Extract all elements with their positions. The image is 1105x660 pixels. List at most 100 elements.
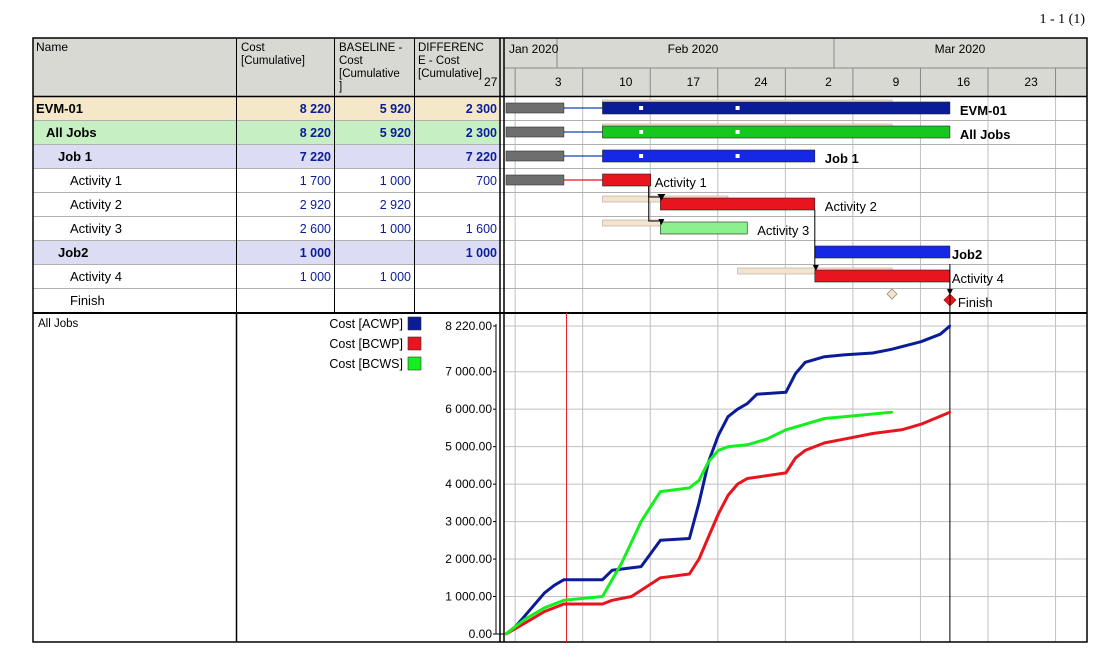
chart-y-tick-label: 5 000.00 — [445, 440, 492, 454]
column-header-difference: [Cumulative] — [418, 68, 482, 80]
chart-data-point — [784, 471, 788, 475]
row-cost-value: 8 220 — [300, 126, 331, 140]
row-name: Activity 1 — [70, 173, 122, 188]
row-name: Job 1 — [58, 149, 92, 164]
timescale-week: 24 — [754, 75, 768, 89]
row-difference-value: 2 300 — [466, 102, 497, 116]
column-header-baseline: [Cumulative — [339, 68, 400, 80]
chart-y-tick-label: 0.00 — [469, 627, 493, 641]
chart-data-point — [562, 599, 566, 602]
row-baseline-value: 1 000 — [380, 270, 411, 284]
chart-y-tick-label: 8 220.00 — [445, 319, 492, 333]
gantt-task-label: Job 1 — [825, 151, 859, 166]
timescale-week: 9 — [893, 75, 900, 89]
chart-data-point — [717, 512, 720, 516]
gantt-baseline-milestone — [886, 288, 898, 300]
chart-y-tick-label: 6 000.00 — [445, 402, 492, 416]
chart-data-point — [688, 486, 691, 490]
chart-legend-label: Cost [BCWS] — [329, 357, 403, 371]
gantt-actual-bar — [505, 174, 565, 186]
row-difference-value: 2 300 — [466, 126, 497, 140]
row-name: Finish — [70, 293, 105, 308]
chart-data-point — [504, 632, 508, 636]
chart-data-point — [803, 449, 807, 452]
chart-data-point — [746, 443, 749, 446]
chart-legend-swatch — [407, 316, 422, 331]
chart-data-point — [707, 535, 710, 538]
chart-data-point — [939, 333, 942, 336]
chart-data-point — [900, 428, 903, 431]
gantt-bar-split — [639, 106, 644, 110]
chart-data-point — [717, 434, 720, 437]
row-background — [33, 96, 500, 120]
row-name: Activity 2 — [70, 197, 122, 212]
row-cost-value: 1 000 — [300, 246, 331, 260]
gantt-task-label: Job2 — [952, 247, 982, 262]
gantt-actual-bar — [505, 102, 565, 114]
chart-data-point — [697, 501, 701, 505]
chart-data-point — [543, 591, 546, 594]
gantt-task-bar — [814, 269, 951, 283]
gantt-dependency-arrowhead — [657, 194, 666, 200]
gantt-task-bar — [814, 245, 951, 259]
chart-legend-label: Cost [ACWP] — [329, 317, 403, 331]
chart-data-point — [630, 595, 633, 598]
gantt-dependency-arrowhead — [658, 219, 665, 225]
chart-data-point — [649, 552, 652, 555]
row-background — [33, 240, 500, 264]
chart-data-point — [948, 410, 952, 414]
row-baseline-value: 1 000 — [380, 222, 411, 236]
chart-data-point — [697, 557, 701, 561]
row-name: Activity 4 — [70, 269, 122, 284]
chart-data-point — [842, 415, 845, 418]
gantt-task-bar — [602, 173, 652, 187]
column-header-name: Name — [36, 40, 68, 54]
row-cost-value: 2 920 — [300, 198, 331, 212]
chart-data-point — [765, 437, 768, 441]
row-background — [33, 120, 500, 144]
chart-data-point — [736, 407, 739, 411]
timescale-month: Mar 2020 — [935, 42, 986, 56]
chart-data-point — [755, 392, 759, 396]
gantt-actual-bar — [505, 150, 565, 162]
timescale-week: 3 — [555, 75, 562, 89]
timescale-week: 2 — [825, 75, 832, 89]
report-frame — [32, 37, 1088, 643]
chart-data-point — [803, 361, 807, 364]
chart-data-point — [707, 460, 710, 463]
gantt-bar-split — [735, 106, 740, 110]
chart-data-point — [842, 353, 845, 357]
chart-data-point — [794, 456, 797, 460]
timescale-week: 10 — [619, 75, 633, 89]
chart-data-point — [736, 482, 739, 486]
row-cost-value: 1 000 — [300, 270, 331, 284]
chart-data-point — [871, 351, 874, 355]
chart-y-tick-label: 7 000.00 — [445, 365, 492, 379]
chart-data-point — [726, 494, 730, 497]
chart-data-point — [688, 537, 691, 540]
gantt-bar-split — [735, 154, 740, 158]
chart-data-point — [919, 340, 923, 343]
chart-data-point — [524, 614, 527, 617]
chart-data-point — [543, 610, 546, 613]
timescale-week: 17 — [687, 75, 701, 89]
row-difference-value: 700 — [476, 174, 497, 188]
chart-data-point — [890, 410, 894, 414]
row-cost-value: 2 600 — [300, 222, 331, 236]
chart-data-point — [610, 599, 614, 602]
gantt-dependency-arrow — [814, 210, 816, 268]
chart-data-point — [572, 578, 575, 581]
gantt-task-label: Activity 2 — [825, 199, 877, 214]
chart-data-point — [823, 441, 826, 445]
row-cost-value: 1 700 — [300, 174, 331, 188]
gantt-task-bar — [602, 125, 951, 139]
timescale-week: 16 — [957, 75, 971, 89]
column-header-baseline: BASELINE - — [339, 42, 402, 54]
chart-legend-label: Cost [BCWP] — [329, 337, 403, 351]
chart-series-line — [505, 410, 951, 636]
gantt-task-label: Activity 1 — [655, 175, 707, 190]
chart-data-point — [726, 415, 730, 418]
chart-data-point — [543, 606, 546, 609]
chart-data-point — [784, 428, 788, 431]
